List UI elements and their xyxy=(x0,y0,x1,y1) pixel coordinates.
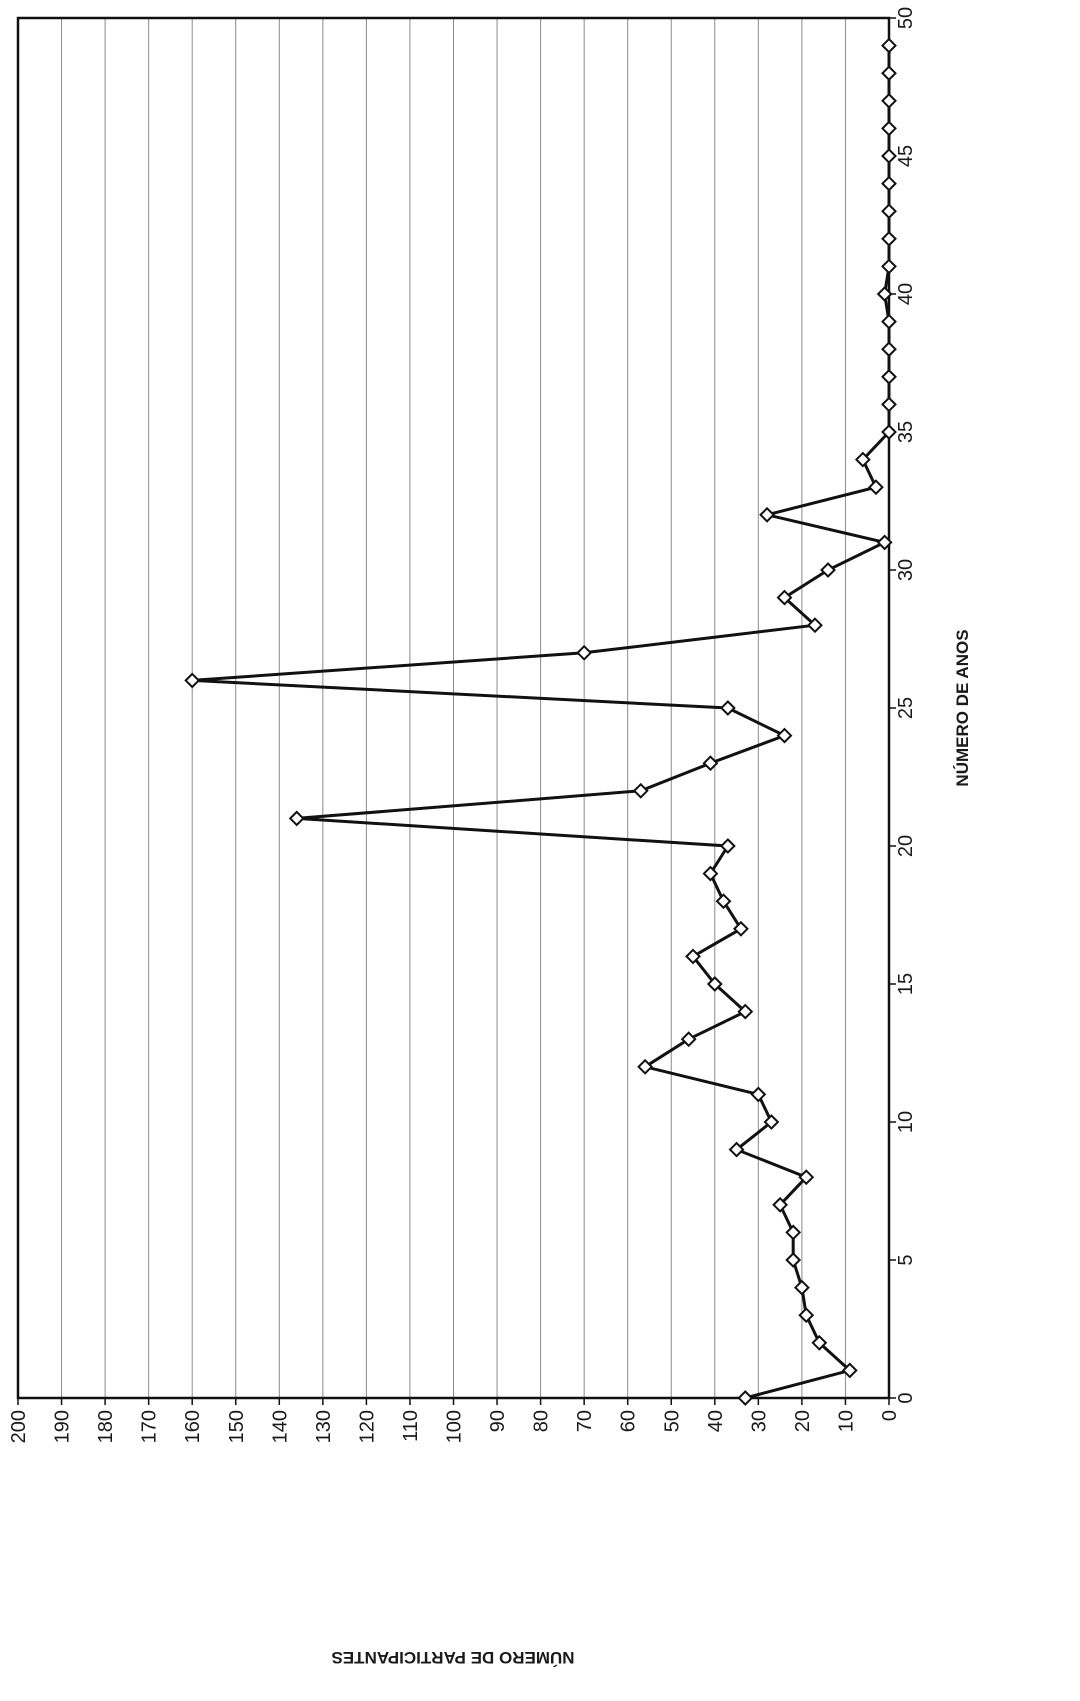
data-point xyxy=(702,755,719,772)
data-point xyxy=(184,672,201,689)
data-point xyxy=(288,810,305,827)
data-point xyxy=(881,396,897,413)
gridlines xyxy=(61,18,846,1398)
data-point xyxy=(776,727,793,744)
data-point xyxy=(881,368,897,385)
data-point xyxy=(685,948,701,965)
data-point xyxy=(702,865,719,882)
y-tick-label: 20 xyxy=(792,1410,814,1432)
data-point xyxy=(785,1252,802,1268)
x-tick-label: 25 xyxy=(895,697,917,719)
x-tick-label: 20 xyxy=(895,835,917,857)
y-tick-label: 190 xyxy=(52,1410,74,1443)
x-tick-label: 30 xyxy=(895,559,917,581)
data-point xyxy=(719,700,736,716)
data-point xyxy=(881,175,897,192)
data-point xyxy=(881,92,897,109)
y-axis-ticks: 0 10 20 30 40 50 60 70 80 90 100 110 120 130 140 150 160… xyxy=(8,1398,901,1443)
x-tick-label: 50 xyxy=(895,7,917,29)
data-point xyxy=(632,782,649,799)
y-tick-label: 140 xyxy=(269,1410,291,1443)
data-point xyxy=(759,506,775,523)
y-tick-label: 120 xyxy=(356,1410,378,1443)
data-point xyxy=(715,893,732,910)
data-point xyxy=(868,479,884,496)
series-markers xyxy=(184,37,897,1406)
x-tick-label: 5 xyxy=(895,1254,917,1265)
data-point xyxy=(719,838,736,854)
data-point xyxy=(793,1279,810,1296)
x-tick-label: 45 xyxy=(895,145,917,167)
data-point xyxy=(881,203,897,220)
data-point xyxy=(881,65,897,82)
data-point xyxy=(776,589,793,606)
data-point xyxy=(820,562,836,578)
y-tick-label: 60 xyxy=(618,1410,640,1432)
data-point xyxy=(728,1141,745,1158)
y-tick-label: 110 xyxy=(400,1410,422,1442)
data-point xyxy=(750,1086,767,1103)
data-point xyxy=(706,976,723,992)
data-point xyxy=(772,1196,789,1213)
data-point xyxy=(881,258,897,275)
data-point xyxy=(680,1031,697,1048)
y-tick-label: 90 xyxy=(487,1410,509,1432)
y-tick-label: 130 xyxy=(313,1410,335,1443)
data-point xyxy=(881,120,897,137)
x-tick-label: 40 xyxy=(895,283,917,305)
data-point xyxy=(637,1058,654,1075)
y-tick-label: 180 xyxy=(95,1410,117,1443)
data-point xyxy=(576,644,593,661)
y-tick-label: 0 xyxy=(879,1410,901,1421)
x-axis-title: NÚMERO DE ANOS xyxy=(953,629,972,786)
y-axis-title: NÚMERO DE PARTICIPANTES xyxy=(331,1648,574,1667)
y-tick-label: 150 xyxy=(226,1410,248,1443)
data-point xyxy=(881,148,897,164)
data-point xyxy=(737,1003,754,1020)
data-point xyxy=(737,1390,754,1406)
y-tick-label: 10 xyxy=(835,1410,857,1432)
data-point xyxy=(881,37,897,54)
data-point xyxy=(881,313,897,330)
x-tick-label: 35 xyxy=(895,421,917,443)
data-point xyxy=(763,1114,780,1130)
data-point xyxy=(807,617,823,634)
x-tick-label: 0 xyxy=(895,1392,917,1403)
y-tick-label: 200 xyxy=(8,1410,30,1443)
y-tick-label: 40 xyxy=(705,1410,727,1432)
data-point xyxy=(785,1224,802,1241)
y-tick-label: 100 xyxy=(444,1410,466,1443)
x-tick-label: 15 xyxy=(895,973,917,995)
y-tick-label: 160 xyxy=(182,1410,204,1443)
x-axis-ticks: 0 5 10 15 20 25 30 35 40 45 50 xyxy=(889,7,917,1404)
data-point xyxy=(881,341,897,358)
y-tick-label: 30 xyxy=(748,1410,770,1432)
data-point xyxy=(798,1307,815,1324)
data-point xyxy=(876,286,893,302)
data-point xyxy=(881,424,897,440)
y-tick-label: 50 xyxy=(661,1410,683,1432)
y-tick-label: 70 xyxy=(574,1410,596,1432)
x-tick-label: 10 xyxy=(895,1111,917,1133)
data-point xyxy=(733,920,749,937)
data-point xyxy=(841,1362,858,1379)
data-point xyxy=(811,1334,828,1351)
data-point xyxy=(798,1169,815,1186)
y-tick-label: 80 xyxy=(531,1410,553,1432)
data-point xyxy=(854,451,871,468)
y-tick-label: 170 xyxy=(139,1410,161,1443)
data-point xyxy=(876,534,893,551)
data-point xyxy=(881,230,897,247)
